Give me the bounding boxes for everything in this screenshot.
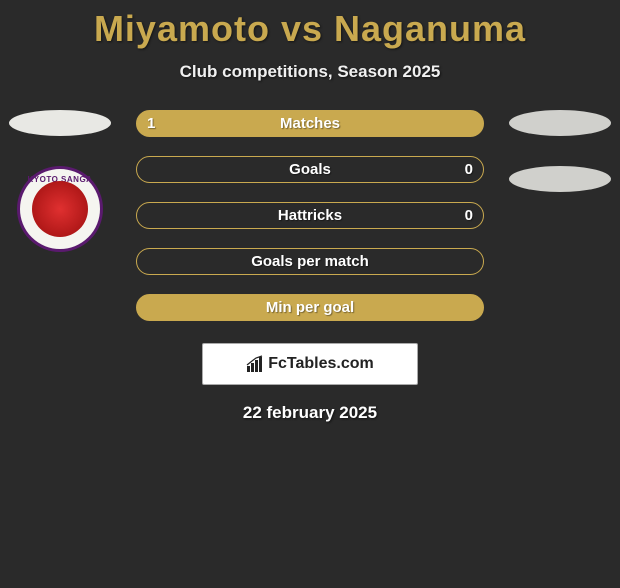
stat-bar-label: Goals: [137, 161, 483, 178]
player-name-pill-right-1: [509, 110, 611, 136]
page-subtitle: Club competitions, Season 2025: [0, 62, 620, 82]
stat-bar-label: Matches: [137, 115, 483, 132]
stat-bar: Goals per match: [136, 248, 484, 275]
badge-inner-graphic: [32, 181, 88, 237]
stat-bar-right-value: 0: [465, 207, 473, 224]
stat-bar: Hattricks0: [136, 202, 484, 229]
stat-bar-label: Goals per match: [137, 253, 483, 270]
footer-brand-box: FcTables.com: [202, 343, 418, 385]
footer-brand-text: FcTables.com: [268, 355, 374, 373]
chart-icon: [246, 355, 264, 373]
stat-bar-label: Hattricks: [137, 207, 483, 224]
page-title: Miyamoto vs Naganuma: [0, 8, 620, 50]
stat-bar: Min per goal: [136, 294, 484, 321]
team-badge-left: KYOTO SANGA: [17, 166, 103, 252]
stat-bar: Matches1: [136, 110, 484, 137]
footer-date: 22 february 2025: [0, 403, 620, 423]
stat-bar-left-value: 1: [147, 115, 155, 132]
left-column: KYOTO SANGA: [0, 110, 120, 252]
player-name-pill-right-2: [509, 166, 611, 192]
stat-bar-right-value: 0: [465, 161, 473, 178]
content-wrap: KYOTO SANGA Matches1Goals0Hattricks0Goal…: [0, 110, 620, 321]
right-column: [500, 110, 620, 192]
stat-bar: Goals0: [136, 156, 484, 183]
stat-bars: Matches1Goals0Hattricks0Goals per matchM…: [136, 110, 484, 321]
stat-bar-label: Min per goal: [137, 299, 483, 316]
player-name-pill-left: [9, 110, 111, 136]
